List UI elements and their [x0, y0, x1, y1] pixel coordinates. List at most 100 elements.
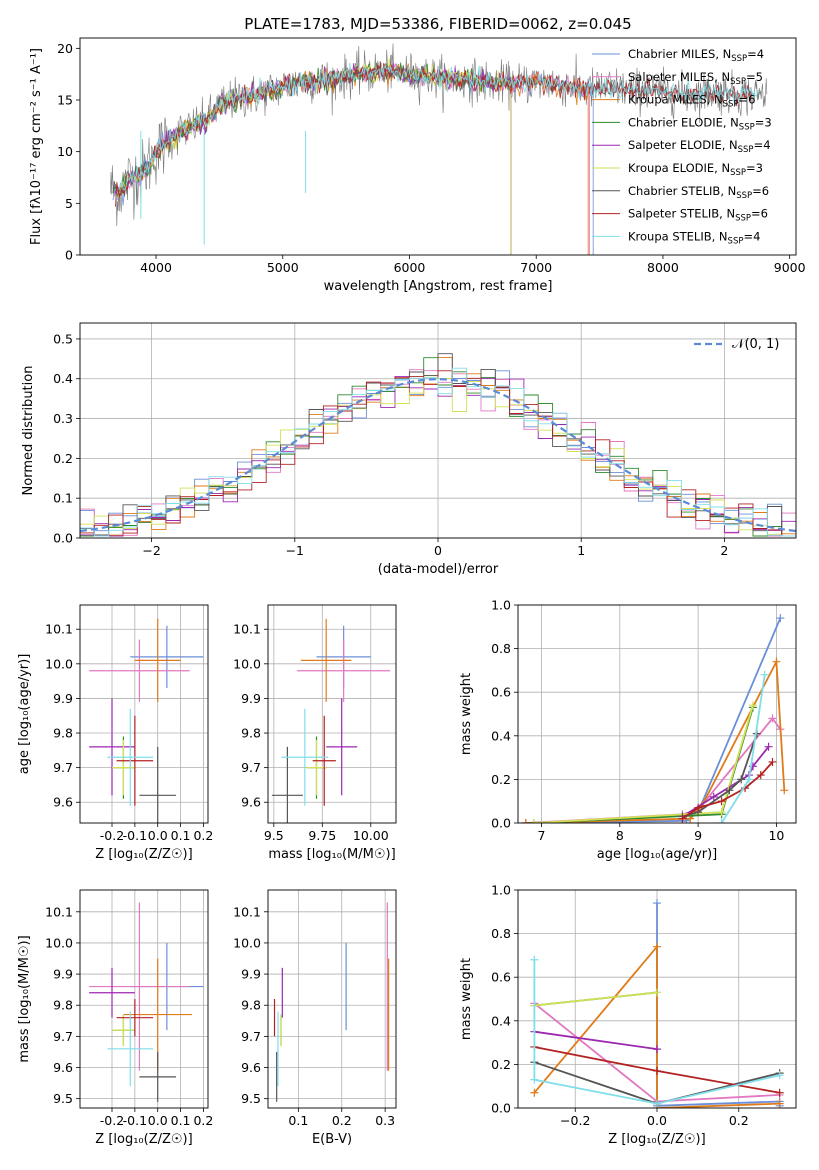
- y-tick-label: 0.0: [491, 816, 511, 831]
- plot-area: [80, 353, 796, 537]
- errorbar-panel-2: -0.2-0.1 0.0 0.1 0.2 9.6 9.7 9.8 9.9 10.0 10.1 Z […: [17, 604, 213, 862]
- axes-frame: [267, 889, 397, 1109]
- plot-area: [521, 614, 789, 823]
- x-tick-label: 9.5: [264, 828, 284, 843]
- mass-weight-marker: [653, 899, 661, 908]
- legend-text: Chabrier ELODIE, N: [628, 115, 739, 129]
- y-axis-label: mass weight: [459, 958, 474, 1040]
- y-tick-label: 0.8: [491, 926, 511, 941]
- y-tick-label: 5: [65, 196, 73, 211]
- mass-weight-line-4: [534, 1030, 658, 1050]
- mass-weight-marker: [678, 814, 687, 823]
- mass-weight-marker: [768, 714, 777, 723]
- axes-frame: [79, 889, 209, 1109]
- x-tick-label: −0.2: [560, 1113, 590, 1128]
- axes-frame: [517, 889, 797, 1109]
- model-spectrum-4: [115, 61, 512, 255]
- model-spectrum-2: [117, 63, 589, 255]
- legend-tail: =4: [747, 47, 764, 61]
- x-tick-label: 8: [616, 828, 624, 843]
- legend-entry: Salpeter MILES, NSSP=5: [628, 70, 763, 87]
- x-tick-label: 0.0: [148, 1113, 168, 1128]
- y-tick-label: 9.6: [53, 795, 73, 810]
- mass-weight-line-1: [525, 716, 782, 823]
- legend-entry: Kroupa STELIB, NSSP=4: [628, 229, 760, 246]
- y-tick-label: 10.0: [45, 935, 73, 950]
- x-tick-label: 10.00: [353, 828, 389, 843]
- y-tick-label: 9.8: [53, 998, 73, 1013]
- legend-entry: Chabrier ELODIE, NSSP=3: [628, 115, 772, 132]
- mass-weight-marker: [737, 775, 746, 784]
- x-axis-label: Z [log₁₀(Z/Z☉)]: [95, 1132, 192, 1147]
- x-tick-label: 2: [720, 543, 728, 558]
- y-axis-label: Flux [fλ10⁻¹⁷ erg cm⁻² s⁻¹ A⁻¹]: [29, 48, 44, 245]
- x-tick-label: 0.0: [148, 828, 168, 843]
- legend-tail: =3: [746, 161, 763, 175]
- x-axis-label: Z [log₁₀(Z/Z☉)]: [95, 847, 192, 862]
- legend-sub: SSP: [736, 191, 752, 201]
- legend-sub: SSP: [723, 100, 739, 110]
- y-tick-label: 9.7: [241, 1029, 261, 1044]
- mass-weight-line-3: [533, 707, 754, 823]
- mass-weight-marker: [530, 955, 539, 964]
- legend-entry: Salpeter STELIB, NSSP=6: [628, 207, 768, 224]
- plot-area: [271, 618, 391, 823]
- mass-weight-marker: [725, 786, 734, 795]
- x-tick-label: -0.1: [123, 828, 147, 843]
- y-tick-label: 9.7: [53, 1029, 73, 1044]
- y-tick-label: 0.8: [491, 641, 511, 656]
- x-tick-label: 9.75: [308, 828, 336, 843]
- x-tick-label: 0.2: [729, 1113, 749, 1128]
- y-axis-label: Normed distribution: [21, 366, 36, 496]
- residual-histogram-6: [80, 353, 796, 537]
- legend-text: Chabrier STELIB, N: [628, 184, 736, 198]
- y-tick-label: 9.8: [241, 726, 261, 741]
- legend-text: Salpeter ELODIE, N: [628, 138, 738, 152]
- x-tick-label: 0.1: [171, 828, 191, 843]
- x-axis-label: Z [log₁₀(Z/Z☉)]: [608, 1132, 705, 1147]
- y-tick-label: 9.8: [241, 998, 261, 1013]
- legend-sub: SSP: [728, 236, 744, 246]
- mass-weight-marker: [780, 786, 789, 795]
- legend-sub: SSP: [730, 168, 746, 178]
- x-tick-label: 6000: [394, 260, 426, 275]
- mass-weight-marker: [717, 797, 726, 806]
- plot-area: [89, 618, 204, 823]
- y-tick-label: 9.5: [53, 1091, 73, 1106]
- x-axis-label: age [log₁₀(age/yr)]: [597, 847, 718, 862]
- mass-weight-line-7: [681, 761, 774, 820]
- y-tick-label: 0.4: [491, 728, 511, 743]
- y-tick-label: 10.0: [45, 656, 73, 671]
- x-tick-label: 0.1: [288, 1113, 308, 1128]
- mass-weight-line-4: [682, 746, 770, 818]
- legend-entry: Kroupa ELODIE, NSSP=3: [628, 161, 763, 178]
- mass-weight-marker: [768, 757, 777, 766]
- y-axis-label: age [log₁₀(age/yr)]: [17, 654, 32, 775]
- legend-entry: Salpeter ELODIE, NSSP=4: [628, 138, 771, 155]
- mass-weight-marker: [772, 657, 781, 666]
- y-tick-label: 1.0: [491, 598, 511, 613]
- legend-entry: Kroupa MILES, NSSP=6: [628, 93, 755, 110]
- y-tick-label: 0.4: [491, 1013, 511, 1028]
- x-tick-label: 1: [577, 543, 585, 558]
- x-tick-label: -0.2: [100, 828, 124, 843]
- axes-frame: [79, 604, 209, 824]
- x-axis-label: E(B-V): [312, 1132, 352, 1147]
- y-tick-label: 0: [65, 248, 73, 263]
- model-spectrum-8: [117, 62, 759, 191]
- legend-text: Kroupa MILES, N: [628, 93, 723, 107]
- mass-weight-panel-7: −0.2 0.0 0.2 0.0 0.2 0.4 0.6 0.8 1.0 Z [log₁₀(Z/Z…: [459, 883, 797, 1147]
- y-tick-label: 9.5: [241, 1091, 261, 1106]
- x-tick-label: 5000: [267, 260, 299, 275]
- mass-weight-marker: [653, 942, 661, 951]
- x-tick-label: 7: [538, 828, 546, 843]
- y-tick-label: 10.1: [45, 904, 73, 919]
- model-spectrum-6: [112, 65, 752, 197]
- plot-area: [110, 43, 768, 255]
- mass-weight-marker: [653, 1066, 661, 1075]
- x-axis-label: (data-model)/error: [378, 562, 499, 577]
- mass-weight-panel-4: 7 8 9 10 0.0 0.2 0.4 0.6 0.8 1.0 age [log₁₀(age/yr…: [459, 598, 797, 862]
- y-tick-label: 9.9: [241, 967, 261, 982]
